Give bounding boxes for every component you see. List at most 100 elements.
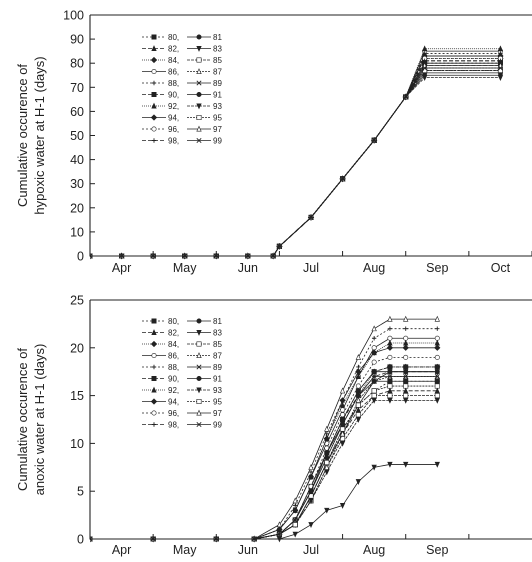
point-85 bbox=[403, 393, 409, 399]
legend-marker bbox=[151, 126, 157, 132]
y-tick-label: 5 bbox=[77, 485, 84, 499]
point-89 bbox=[387, 373, 393, 379]
legend-marker bbox=[151, 410, 157, 416]
legend-marker bbox=[196, 375, 202, 381]
point-92 bbox=[497, 45, 504, 52]
legend-marker bbox=[196, 103, 202, 110]
point-97 bbox=[403, 315, 409, 322]
point-92 bbox=[421, 45, 428, 52]
point-94 bbox=[355, 368, 362, 375]
x-tick-label: Jun bbox=[238, 543, 258, 557]
point-90 bbox=[403, 364, 409, 370]
legend-label: 81 bbox=[213, 33, 222, 42]
legend: 80, 81 82, 83 84, 85 86, 87 88, 89 90, 91 92, 93 94, 95… bbox=[142, 317, 222, 430]
legend-marker bbox=[196, 421, 202, 428]
legend-label: 83 bbox=[213, 45, 222, 54]
series-line-93 bbox=[90, 399, 438, 540]
legend-label: 90, bbox=[168, 91, 179, 100]
x-tick-label: May bbox=[173, 543, 197, 557]
series-line-83 bbox=[90, 464, 438, 540]
x-tick-label: Aug bbox=[363, 261, 385, 275]
point-90 bbox=[434, 364, 440, 370]
point-91 bbox=[403, 378, 409, 384]
point-99 bbox=[308, 488, 314, 494]
legend-marker bbox=[196, 398, 202, 404]
point-82 bbox=[434, 387, 440, 394]
point-85 bbox=[434, 393, 440, 399]
legend-label: 81 bbox=[213, 317, 222, 326]
y-tick-label: 20 bbox=[70, 201, 84, 215]
point-97 bbox=[276, 521, 283, 528]
legend-label: 91 bbox=[213, 375, 222, 384]
legend-label: 88, bbox=[168, 363, 179, 372]
series-line-90 bbox=[90, 366, 438, 540]
series-group bbox=[90, 315, 441, 543]
legend-label: 84, bbox=[168, 56, 179, 65]
y-tick-label: 25 bbox=[70, 294, 84, 308]
legend-label: 96, bbox=[168, 409, 179, 418]
legend-label: 88, bbox=[168, 79, 179, 88]
x-tick-label: May bbox=[173, 261, 197, 275]
series-line-91 bbox=[90, 380, 438, 540]
series-line-92 bbox=[90, 342, 438, 540]
x-tick-label: Jun bbox=[238, 261, 258, 275]
point-90 bbox=[387, 364, 393, 370]
point-96 bbox=[371, 359, 377, 365]
y-axis-label: anoxic water at H-1 (days) bbox=[32, 344, 47, 496]
legend-marker bbox=[150, 56, 158, 64]
legend-label: 92, bbox=[168, 102, 179, 111]
legend-label: 94, bbox=[168, 398, 179, 407]
point-99 bbox=[150, 536, 156, 542]
series-line-85 bbox=[90, 70, 501, 257]
legend-label: 96, bbox=[168, 125, 179, 134]
point-92 bbox=[355, 373, 362, 379]
point-95 bbox=[497, 67, 503, 73]
legend-marker bbox=[196, 34, 202, 40]
legend-marker bbox=[150, 398, 158, 405]
legend-marker bbox=[196, 341, 202, 347]
y-tick-label: 70 bbox=[70, 81, 84, 95]
point-97 bbox=[292, 497, 298, 504]
point-99 bbox=[90, 536, 93, 542]
legend-label: 99 bbox=[213, 421, 222, 430]
legend-marker bbox=[196, 329, 202, 336]
legend-label: 99 bbox=[213, 137, 222, 146]
point-95 bbox=[387, 383, 393, 389]
point-99 bbox=[150, 253, 156, 259]
legend-label: 95 bbox=[213, 398, 222, 407]
point-99 bbox=[270, 253, 276, 259]
point-94 bbox=[434, 344, 441, 351]
point-96 bbox=[403, 354, 409, 360]
point-99 bbox=[371, 369, 377, 375]
point-99 bbox=[422, 65, 428, 71]
point-91 bbox=[371, 378, 377, 384]
legend-marker bbox=[196, 92, 202, 98]
legend-marker bbox=[196, 318, 202, 324]
point-83 bbox=[292, 531, 298, 538]
point-92 bbox=[339, 401, 346, 408]
point-98 bbox=[422, 58, 427, 63]
series-line-81 bbox=[90, 371, 438, 540]
series-line-81 bbox=[90, 55, 501, 257]
chart-panel-1: 0 10 20 30 40 50 60 70 80 90 100 Apr May Jun Jul Aug Sep… bbox=[15, 9, 532, 275]
point-99 bbox=[340, 176, 346, 182]
point-95 bbox=[403, 383, 409, 389]
y-tick-label: 60 bbox=[70, 105, 84, 119]
legend-label: 98, bbox=[168, 421, 179, 430]
series-line-89 bbox=[90, 376, 438, 540]
y-tick-label: 0 bbox=[77, 250, 84, 264]
legend-marker bbox=[196, 125, 202, 132]
legend-marker bbox=[196, 80, 202, 86]
point-83 bbox=[434, 461, 440, 468]
point-94 bbox=[307, 473, 315, 480]
point-83 bbox=[324, 507, 330, 514]
x-tick-label: Apr bbox=[112, 261, 131, 275]
point-83 bbox=[387, 461, 393, 468]
point-93 bbox=[324, 469, 330, 476]
series-line-80 bbox=[90, 380, 438, 540]
point-99 bbox=[387, 369, 393, 375]
point-93 bbox=[434, 397, 440, 404]
y-axis-label: Cumulative occurence of bbox=[15, 64, 30, 207]
x-tick-label: Jul bbox=[303, 543, 319, 557]
point-95 bbox=[371, 388, 377, 394]
